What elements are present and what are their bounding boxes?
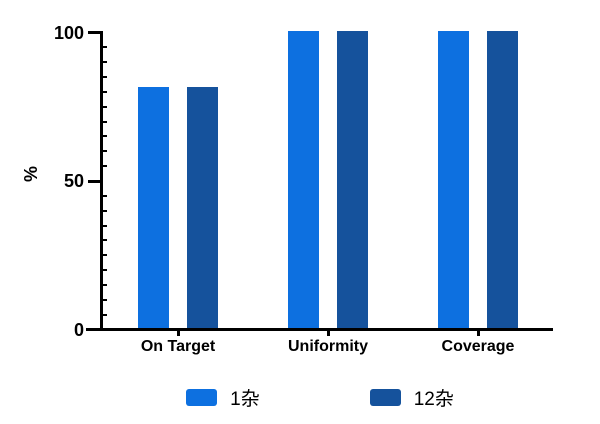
legend: 1杂 12杂 xyxy=(90,384,550,411)
x-tick xyxy=(476,328,480,336)
plot-area: On Target Uniformity Coverage xyxy=(103,0,553,370)
legend-swatch xyxy=(186,389,218,406)
x-category-label: Uniformity xyxy=(288,338,368,355)
y-minor-tick xyxy=(103,224,107,227)
bars-row xyxy=(288,0,368,328)
legend-swatch xyxy=(369,389,401,406)
y-major-tick xyxy=(88,179,103,183)
x-category-label: Coverage xyxy=(441,338,515,355)
y-minor-tick xyxy=(103,209,107,212)
y-minor-tick xyxy=(103,254,107,257)
y-minor-tick xyxy=(103,239,107,242)
bars-row xyxy=(138,0,218,328)
x-tick xyxy=(176,328,180,336)
y-minor-tick xyxy=(103,46,107,49)
y-minor-tick xyxy=(103,165,107,168)
legend-item: 12杂 xyxy=(369,384,454,411)
y-minor-tick xyxy=(103,298,107,301)
bar-12杂-uniformity xyxy=(337,31,368,328)
y-minor-tick xyxy=(103,150,107,153)
y-axis-title: % xyxy=(21,166,41,183)
bar-group: Coverage xyxy=(438,0,518,370)
y-minor-tick xyxy=(103,313,107,316)
y-tick-label: 50 xyxy=(63,171,84,191)
y-minor-tick xyxy=(103,194,107,197)
legend-label: 12杂 xyxy=(413,389,454,410)
bars-row xyxy=(438,0,518,328)
y-minor-tick xyxy=(103,105,107,108)
bar-1杂-coverage xyxy=(438,31,469,328)
bar-12杂-on-target xyxy=(187,87,218,328)
y-minor-tick xyxy=(103,120,107,123)
bar-1杂-uniformity xyxy=(288,31,319,328)
x-axis-line xyxy=(86,328,553,331)
y-minor-tick xyxy=(103,76,107,79)
y-minor-tick xyxy=(103,269,107,272)
y-minor-tick xyxy=(103,61,107,64)
legend-label: 1杂 xyxy=(230,389,260,410)
bar-12杂-coverage xyxy=(487,31,518,328)
bar-group: On Target xyxy=(138,0,218,370)
bar-1杂-on-target xyxy=(138,87,169,328)
x-tick xyxy=(326,328,330,336)
y-major-tick xyxy=(88,31,103,34)
x-category-label: On Target xyxy=(140,338,216,355)
y-tick-label: 0 xyxy=(73,319,84,340)
bar-group: Uniformity xyxy=(288,0,368,370)
y-tick-label: 100 xyxy=(53,22,84,43)
y-minor-tick xyxy=(103,135,107,138)
y-minor-tick xyxy=(103,90,107,93)
legend-item: 1杂 xyxy=(186,384,260,411)
y-minor-tick xyxy=(103,283,107,286)
